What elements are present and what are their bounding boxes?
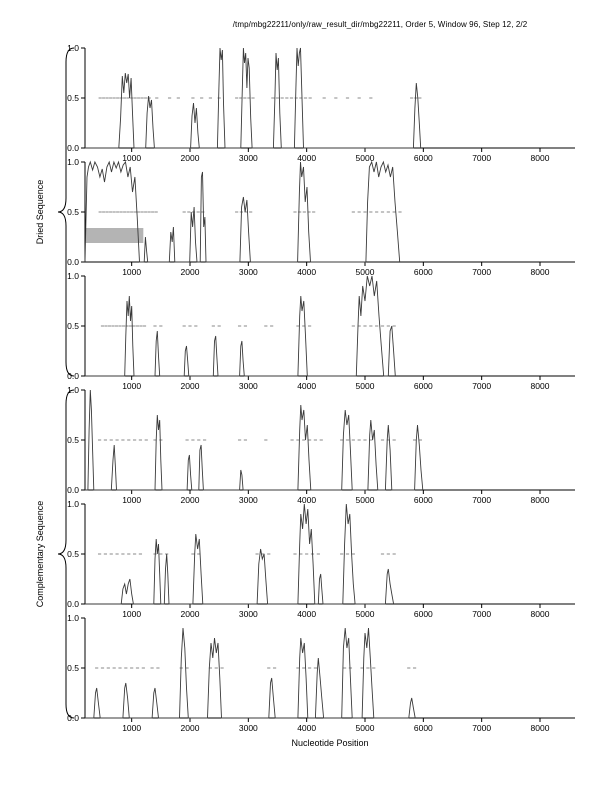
x-tick-label: 1000 xyxy=(122,723,141,733)
x-tick-label: 6000 xyxy=(414,153,433,163)
trace-dried-panel-1 xyxy=(85,47,422,149)
x-tick-label: 3000 xyxy=(239,153,258,163)
x-tick-label: 3000 xyxy=(239,723,258,733)
x-tick-label: 5000 xyxy=(356,495,375,505)
x-tick-label: 4000 xyxy=(297,609,316,619)
y-tick-label: 1.0 xyxy=(67,271,79,281)
x-tick-label: 5000 xyxy=(356,609,375,619)
x-tick-label: 1000 xyxy=(122,153,141,163)
brace-dried-sequence xyxy=(57,47,75,377)
x-tick-label: 5000 xyxy=(356,381,375,391)
x-tick-label: 4000 xyxy=(297,153,316,163)
x-tick-label: 8000 xyxy=(531,609,550,619)
x-tick-label: 3000 xyxy=(239,381,258,391)
axis-frame xyxy=(84,162,575,263)
x-tick-label: 2000 xyxy=(181,495,200,505)
trace-complementary-panel-2 xyxy=(85,503,395,605)
x-tick-label: 2000 xyxy=(181,267,200,277)
x-tick-label: 8000 xyxy=(531,267,550,277)
trace-dried-panel-3 xyxy=(85,275,396,377)
y-tick-label: 0.5 xyxy=(67,93,79,103)
x-tick-label: 6000 xyxy=(414,495,433,505)
x-tick-label: 2000 xyxy=(181,609,200,619)
y-tick-label: 1.0 xyxy=(67,157,79,167)
x-tick-label: 7000 xyxy=(472,723,491,733)
x-tick-label: 8000 xyxy=(531,723,550,733)
x-tick-label: 5000 xyxy=(356,267,375,277)
y-tick-label: 0.5 xyxy=(67,663,79,673)
trace-dried-panel-2 xyxy=(84,160,401,263)
x-axis-title: Nucleotide Position xyxy=(291,738,369,748)
highlight-region xyxy=(85,228,144,243)
x-tick-label: 1000 xyxy=(122,381,141,391)
x-tick-label: 4000 xyxy=(297,267,316,277)
brace-complementary-sequence xyxy=(57,389,75,719)
x-tick-label: 1000 xyxy=(122,267,141,277)
x-tick-label: 6000 xyxy=(414,267,433,277)
x-tick-label: 7000 xyxy=(472,267,491,277)
x-tick-label: 5000 xyxy=(356,723,375,733)
y-tick-label: 1.0 xyxy=(67,499,79,509)
x-tick-label: 2000 xyxy=(181,153,200,163)
x-tick-label: 7000 xyxy=(472,495,491,505)
x-tick-label: 8000 xyxy=(531,153,550,163)
x-tick-label: 5000 xyxy=(356,153,375,163)
x-tick-label: 6000 xyxy=(414,381,433,391)
y-tick-label: 0.5 xyxy=(67,207,79,217)
y-tick-label: 0.0 xyxy=(67,485,79,495)
x-tick-label: 3000 xyxy=(239,267,258,277)
y-tick-label: 0.0 xyxy=(67,257,79,267)
x-tick-label: 4000 xyxy=(297,381,316,391)
figure-title: /tmp/mbg22211/only/raw_result_dir/mbg222… xyxy=(232,20,528,29)
x-tick-label: 4000 xyxy=(297,495,316,505)
axis-frame xyxy=(84,390,575,491)
y-tick-label: 0.5 xyxy=(67,435,79,445)
y-tick-label: 0.0 xyxy=(67,143,79,153)
x-tick-label: 6000 xyxy=(414,723,433,733)
x-tick-label: 1000 xyxy=(122,495,141,505)
x-tick-label: 3000 xyxy=(239,609,258,619)
x-tick-label: 7000 xyxy=(472,609,491,619)
x-tick-label: 7000 xyxy=(472,153,491,163)
x-tick-label: 6000 xyxy=(414,609,433,619)
y-tick-label: 0.5 xyxy=(67,549,79,559)
trace-complementary-panel-3 xyxy=(85,627,416,719)
y-tick-label: 1.0 xyxy=(67,613,79,623)
y-tick-label: 0.0 xyxy=(67,599,79,609)
x-tick-label: 4000 xyxy=(297,723,316,733)
x-tick-label: 1000 xyxy=(122,609,141,619)
x-tick-label: 8000 xyxy=(531,381,550,391)
x-tick-label: 3000 xyxy=(239,495,258,505)
x-tick-label: 7000 xyxy=(472,381,491,391)
x-tick-label: 2000 xyxy=(181,381,200,391)
axis-frame xyxy=(84,48,575,149)
trace-complementary-panel-1 xyxy=(85,389,424,491)
x-tick-label: 8000 xyxy=(531,495,550,505)
x-tick-label: 2000 xyxy=(181,723,200,733)
y-tick-label: 0.5 xyxy=(67,321,79,331)
